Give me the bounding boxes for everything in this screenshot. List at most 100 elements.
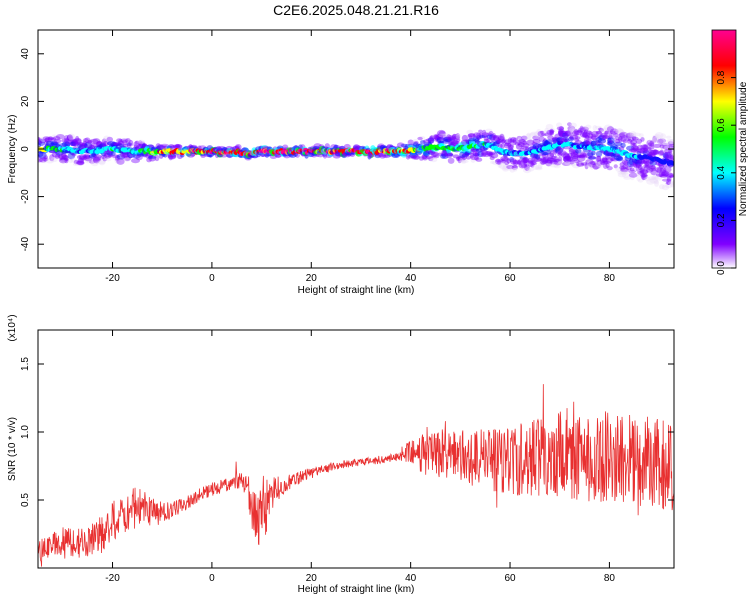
spectral-blob bbox=[441, 150, 448, 157]
spectral-blob bbox=[455, 133, 461, 139]
spectral-blob bbox=[602, 160, 612, 165]
spectral-blob bbox=[460, 160, 467, 164]
spectral-blob bbox=[73, 137, 82, 144]
spectral-blob bbox=[587, 133, 594, 139]
spectral-blob bbox=[581, 126, 586, 132]
y-tick-label: -40 bbox=[20, 237, 31, 252]
spectral-blob bbox=[653, 143, 662, 148]
spectral-blob bbox=[517, 142, 525, 148]
spectral-blob bbox=[669, 174, 674, 179]
spectral-blob bbox=[67, 134, 73, 141]
spectral-blob bbox=[622, 138, 628, 144]
spectral-blob bbox=[447, 141, 454, 146]
spectral-blob bbox=[498, 135, 505, 143]
spectral-blob bbox=[531, 156, 539, 163]
spectral-blob bbox=[377, 152, 383, 158]
spectral-blob bbox=[632, 135, 637, 141]
spectral-blob bbox=[493, 136, 501, 142]
spectral-blob bbox=[618, 133, 626, 137]
y-tick-label: 0.5 bbox=[20, 493, 31, 507]
spectral-blob bbox=[455, 156, 465, 161]
spectral-blob bbox=[447, 136, 455, 143]
spectral-blob bbox=[545, 159, 553, 167]
spectral-blob bbox=[49, 154, 55, 162]
spectral-blob bbox=[498, 162, 508, 170]
spectral-blob bbox=[597, 138, 607, 144]
spectral-blob bbox=[574, 138, 580, 142]
spectral-blob bbox=[554, 133, 563, 141]
spectral-blob bbox=[619, 131, 628, 139]
spectral-blob bbox=[75, 141, 85, 146]
spectral-blob bbox=[606, 166, 613, 171]
spectral-blob bbox=[645, 160, 654, 165]
spectral-blob bbox=[512, 167, 518, 172]
spectral-blob bbox=[652, 134, 659, 139]
spectral-blob bbox=[585, 130, 592, 135]
spectral-blob bbox=[71, 138, 77, 143]
spectral-blob bbox=[63, 138, 73, 145]
spectral-blob bbox=[651, 175, 657, 181]
spectral-blob bbox=[576, 154, 582, 158]
spectral-blob bbox=[529, 152, 539, 159]
spectral-blob bbox=[70, 141, 77, 147]
spectral-blob bbox=[643, 144, 649, 152]
spectral-blob bbox=[601, 134, 607, 141]
spectral-blob bbox=[518, 163, 528, 169]
spectral-blob bbox=[590, 164, 600, 170]
spectral-blob bbox=[652, 135, 658, 143]
spectral-blob bbox=[470, 157, 476, 163]
spectral-blob bbox=[661, 184, 670, 191]
spectral-blob bbox=[614, 138, 621, 144]
spectral-blob bbox=[549, 127, 555, 132]
spectral-blob bbox=[76, 155, 82, 159]
spectral-blob bbox=[606, 140, 615, 146]
spectral-blob bbox=[648, 151, 656, 158]
spectral-blob bbox=[625, 132, 635, 138]
spectral-blob bbox=[441, 154, 447, 159]
y-tick-label: 0 bbox=[20, 146, 31, 152]
spectral-blob bbox=[605, 162, 610, 168]
spectral-blob bbox=[602, 135, 610, 139]
spectral-blob bbox=[579, 132, 587, 138]
spectral-blob bbox=[100, 155, 108, 160]
spectral-blob bbox=[114, 156, 121, 164]
spectral-blob bbox=[606, 126, 614, 132]
spectral-blob bbox=[44, 136, 52, 143]
spectral-blob bbox=[430, 151, 439, 158]
spectral-blob bbox=[522, 140, 528, 146]
spectral-blob bbox=[661, 178, 671, 182]
spectral-blob bbox=[537, 130, 545, 137]
spectral-blob bbox=[374, 154, 381, 159]
spectral-blob bbox=[189, 145, 197, 149]
spectral-blob bbox=[403, 146, 410, 150]
spectral-blob bbox=[567, 136, 575, 142]
spectral-blob bbox=[134, 140, 140, 145]
spectral-blob bbox=[531, 142, 538, 146]
spectral-blob bbox=[154, 154, 160, 162]
colorbar-ticks: 0.0 0.2 0.4 0.6 0.8 bbox=[716, 70, 736, 275]
spectral-blob bbox=[83, 153, 91, 159]
spectral-blob bbox=[619, 169, 627, 174]
spectral-blob bbox=[662, 152, 672, 159]
spectral-blob bbox=[625, 165, 632, 171]
spectral-blob bbox=[495, 158, 502, 165]
spectral-blob bbox=[122, 152, 129, 157]
spectral-blob bbox=[600, 132, 608, 138]
spectrogram-marks bbox=[38, 122, 674, 191]
spectral-blob bbox=[512, 139, 517, 145]
spectral-blob bbox=[116, 158, 125, 165]
spectral-blob bbox=[71, 141, 76, 146]
spectral-blob bbox=[71, 152, 77, 157]
spectral-blob bbox=[571, 130, 580, 137]
spectral-blob bbox=[481, 134, 488, 139]
spectral-blob bbox=[639, 167, 645, 173]
spectral-blob bbox=[97, 160, 106, 165]
spectral-blob bbox=[580, 151, 586, 158]
spectral-blob bbox=[455, 133, 460, 139]
spectral-blob bbox=[474, 138, 480, 143]
spectral-blob bbox=[609, 128, 619, 135]
spectral-blob bbox=[90, 160, 99, 167]
spectral-blob bbox=[608, 132, 613, 138]
spectral-blob bbox=[588, 160, 597, 168]
